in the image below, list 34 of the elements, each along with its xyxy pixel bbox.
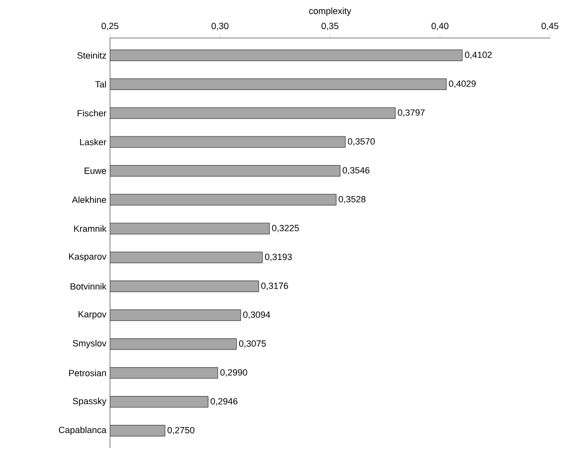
data-label: 0,3193 xyxy=(265,254,292,262)
data-label: 0,3797 xyxy=(398,109,425,117)
data-label: 0,4029 xyxy=(448,80,476,88)
y-tick-label: Botvinnik xyxy=(70,283,106,290)
x-tick-label: 0,25 xyxy=(102,22,118,30)
y-tick-label: Spassky xyxy=(72,398,106,406)
x-tick-label: 0,40 xyxy=(432,22,448,30)
y-tick-label: Petrosian xyxy=(69,370,106,376)
y-tick-label: Capablanca xyxy=(58,426,106,435)
data-label: 0,3225 xyxy=(272,224,299,232)
y-tick-label: Fischer xyxy=(78,110,106,116)
data-label: 0,3176 xyxy=(261,282,288,290)
data-label: 0,2990 xyxy=(220,369,248,377)
data-label: 0,3528 xyxy=(338,196,366,204)
data-label: 0,2750 xyxy=(168,426,194,434)
y-tick-label: Alekhine xyxy=(72,196,106,204)
data-label: 0,4102 xyxy=(464,52,492,60)
y-tick-label: Karpov xyxy=(78,311,106,320)
y-tick-label: Kasparov xyxy=(69,253,106,262)
x-tick-label: 0,35 xyxy=(322,22,338,30)
y-tick-label: Lasker xyxy=(80,138,106,146)
y-tick-label: Kramnik xyxy=(74,225,106,232)
y-tick-label: Smyslov xyxy=(72,340,106,348)
data-label: 0,3570 xyxy=(348,138,375,146)
data-label: 0,3075 xyxy=(239,340,266,348)
x-axis-title: complexity xyxy=(309,8,352,16)
data-label: 0,3546 xyxy=(342,167,370,175)
y-tick-label: Tal xyxy=(95,80,106,88)
data-label: 0,2946 xyxy=(210,398,238,406)
x-tick-label: 0,30 xyxy=(212,22,228,30)
y-tick-label: Steinitz xyxy=(77,52,106,59)
x-tick-label: 0,45 xyxy=(542,22,558,30)
data-label: 0,3094 xyxy=(243,311,270,319)
y-tick-label: Euwe xyxy=(84,168,106,174)
